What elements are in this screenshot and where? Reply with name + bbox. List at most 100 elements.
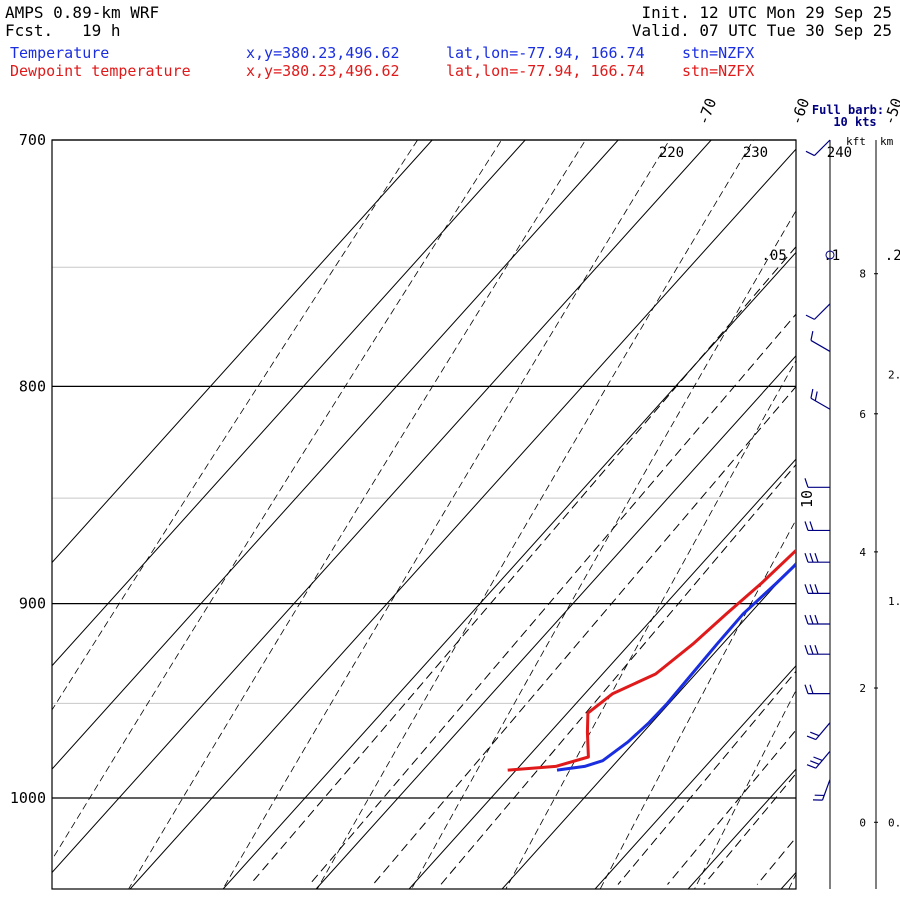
kft-tick-label: 2 (859, 682, 866, 695)
forecast-label: Fcst. (5, 21, 54, 40)
wind-barb-staff (814, 303, 831, 320)
temperature-tick-label: -60 (787, 96, 813, 128)
wind-barb-feather (814, 391, 818, 401)
mixing-ratio-line (617, 670, 796, 885)
wind-barb-feather (814, 584, 819, 594)
pressure-tick-label: 1000 (10, 789, 46, 807)
wind-barb-feather (804, 521, 809, 531)
barb-legend-unit: 10 kts (833, 115, 876, 129)
pressure-tick-label: 800 (19, 377, 46, 395)
wind-barb-feather (809, 684, 814, 694)
temperature-profile-line (556, 562, 796, 772)
mixing-ratio-line (372, 385, 796, 885)
isotherm-line (52, 140, 619, 770)
mixing-ratio-line (440, 463, 796, 885)
pressure-tick-label: 900 (19, 595, 46, 613)
wind-barb-feather (804, 478, 809, 488)
mixing-ratio-line (703, 772, 796, 885)
temperature-legend: Temperature (10, 44, 110, 62)
theta-label: 230 (743, 145, 768, 161)
kft-header: kft (846, 135, 866, 148)
wind-barb-feather (814, 552, 819, 563)
temperature-station: stn=NZFX (682, 44, 755, 62)
dry-adiabat-line (316, 140, 754, 889)
wind-barb-staff (815, 750, 831, 769)
wind-barb-feather (806, 735, 817, 741)
wind-barb-feather (810, 388, 814, 399)
theta-label: 220 (659, 145, 684, 161)
mixing-ratio-label: .1 (823, 248, 840, 264)
dry-adiabat-line (128, 140, 587, 889)
temperature-xy: x,y=380.23,496.62 (246, 44, 400, 62)
isotherm-line (52, 140, 712, 874)
kft-tick-label: 6 (859, 408, 866, 421)
wind-barb-feather (809, 614, 814, 625)
dry-adiabat-line (411, 209, 796, 889)
kft-tick-label: 4 (859, 546, 866, 559)
isotherm-line (501, 561, 796, 889)
temperature-tick-label: -70 (694, 96, 720, 128)
mixing-ratio-line (667, 729, 796, 885)
wind-barb-feather (804, 584, 809, 594)
dewpoint-station: stn=NZFX (682, 62, 755, 80)
dry-adiabat-line (222, 140, 670, 889)
wind-barb-staff (821, 779, 831, 801)
pressure-tick-label: 700 (19, 131, 46, 149)
wind-barb-feather (805, 150, 815, 157)
wind-barb-feather (810, 760, 820, 765)
valid-time: Valid. 07 UTC Tue 30 Sep 25 (631, 21, 892, 40)
mixing-ratio-line (309, 313, 796, 885)
dewpoint-xy: x,y=380.23,496.62 (246, 62, 400, 80)
isotherm-line (222, 251, 796, 889)
plot-border (51, 139, 797, 890)
dry-adiabat-line (52, 140, 419, 711)
km-tick-label: 2. (888, 369, 900, 382)
dry-adiabat-line (599, 519, 796, 889)
wind-barb-feather (806, 764, 817, 769)
wind-barb-staff (814, 139, 831, 156)
isotherm-line (52, 140, 433, 564)
wind-barb-feather (805, 314, 815, 320)
model-title: AMPS 0.89-km WRF (5, 3, 160, 22)
wind-barb-feather (809, 584, 814, 594)
temperature-latlon: lat,lon=-77.94, 166.74 (446, 44, 645, 62)
wind-barb-feather (809, 521, 814, 531)
km-header: km (880, 135, 894, 148)
wind-barb-feather (809, 552, 814, 563)
isotherm-line (315, 355, 796, 889)
wind-barb-feather (809, 644, 814, 655)
isotherm-line (594, 665, 796, 889)
dewpoint-legend: Dewpoint temperature (10, 62, 191, 80)
wind-barb-staff (815, 722, 831, 740)
init-time: Init. 12 UTC Mon 29 Sep 25 (641, 3, 892, 22)
forecast-hour: 19 h (82, 21, 121, 40)
calm-wind-circle (825, 250, 835, 260)
dry-adiabat-line (52, 140, 503, 861)
km-tick-label: 0. (888, 816, 900, 829)
dewpoint-profile-line (507, 548, 796, 772)
wind-barb-feather (804, 644, 809, 655)
km-tick-label: 1. (888, 595, 900, 608)
wind-barb-staff (810, 339, 831, 352)
kft-tick-label: 0 (859, 816, 866, 829)
isotherm-line (52, 140, 526, 667)
wind-barb-feather (810, 331, 814, 341)
theta-label: 240 (827, 145, 852, 161)
wind-barb-feather (814, 644, 819, 655)
wind-barb-feather (813, 756, 823, 762)
mixing-ratio-label: .05 (762, 248, 787, 264)
isotherm-line (408, 458, 796, 889)
barb-legend-title: Full barb: (812, 103, 884, 117)
wind-barb-staff (810, 397, 831, 410)
mixing-ratio-line (249, 245, 796, 885)
mixing-ratio-label: .2 (885, 248, 900, 264)
side-label: 10 (798, 490, 816, 508)
isotherm-line (129, 148, 796, 889)
kft-tick-label: 8 (859, 268, 866, 281)
dewpoint-latlon: lat,lon=-77.94, 166.74 (446, 62, 645, 80)
wind-barb-feather (804, 684, 809, 694)
wind-barb-feather (804, 552, 809, 563)
isotherm-line (780, 871, 796, 889)
wind-barb-feather (810, 731, 820, 737)
